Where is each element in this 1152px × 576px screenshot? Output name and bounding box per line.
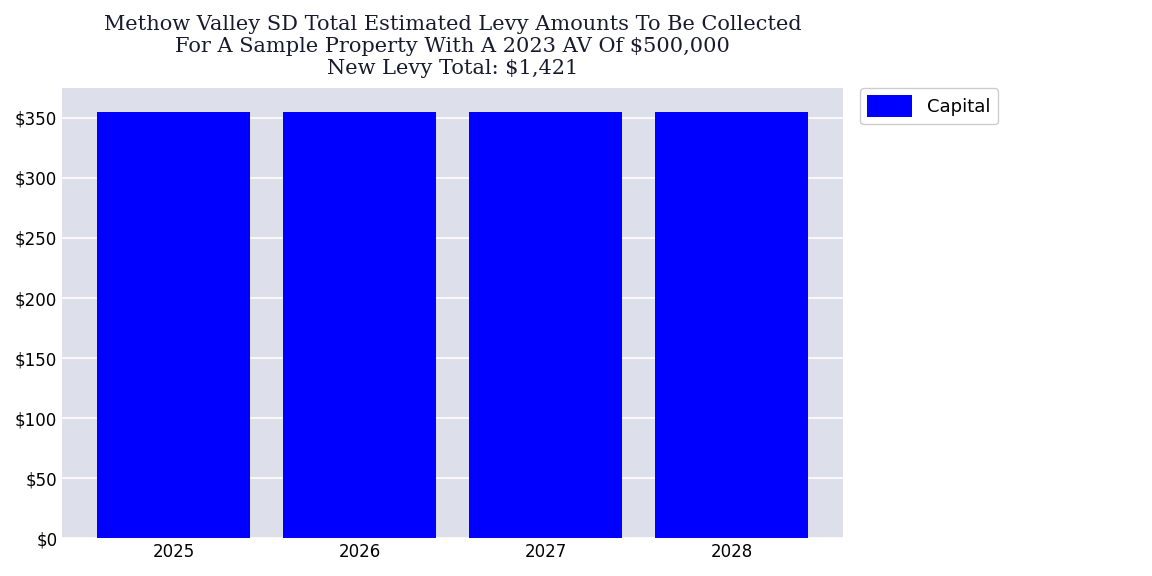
Bar — [469, 112, 622, 538]
Bar — [283, 112, 435, 538]
Legend: Capital: Capital — [861, 88, 998, 124]
Bar — [98, 112, 250, 538]
Bar — [655, 112, 808, 538]
Title: Methow Valley SD Total Estimated Levy Amounts To Be Collected
For A Sample Prope: Methow Valley SD Total Estimated Levy Am… — [104, 15, 802, 78]
